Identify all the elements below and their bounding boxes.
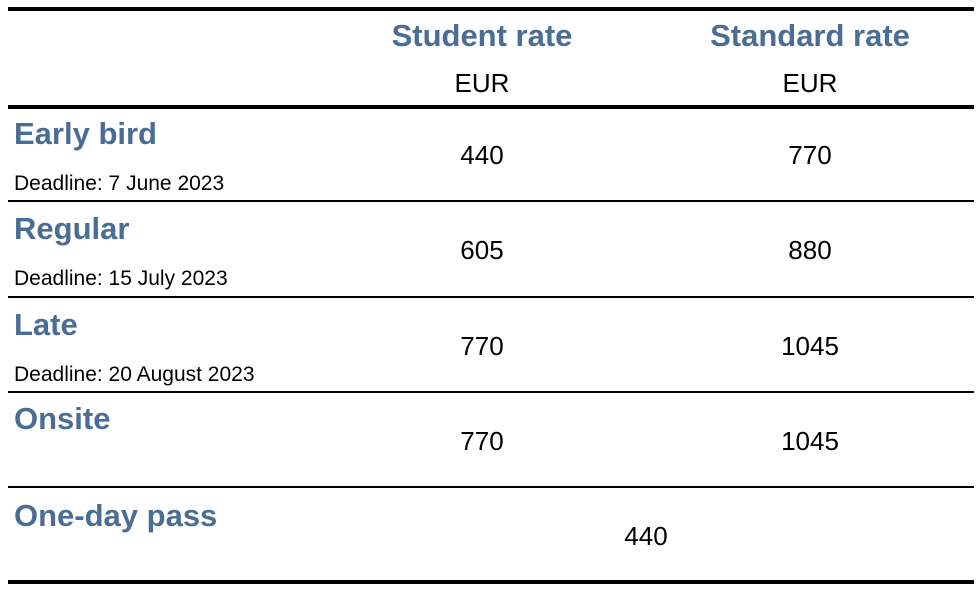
row-deadline: Deadline: 7 June 2023	[14, 172, 225, 195]
student-price: 440	[460, 140, 504, 170]
row-divider	[8, 200, 974, 202]
row-title: Early bird	[14, 116, 157, 151]
row-deadline: Deadline: 15 July 2023	[14, 267, 228, 290]
row-deadline: Deadline: 20 August 2023	[14, 363, 255, 386]
standard-price: 1045	[781, 331, 839, 361]
bottom-rule	[8, 580, 974, 584]
row-title: One-day pass	[14, 498, 218, 533]
row-divider	[8, 296, 974, 298]
standard-price: 1045	[781, 426, 839, 456]
student-rate-header: Student rate	[391, 18, 573, 53]
row-title: Regular	[14, 211, 130, 246]
student-price: 770	[460, 426, 504, 456]
standard-rate-unit: EUR	[782, 68, 838, 98]
standard-price: 880	[788, 235, 832, 265]
student-rate-unit: EUR	[454, 68, 510, 98]
one-day-pass-price: 440	[624, 521, 668, 551]
header-rule	[8, 105, 974, 109]
row-divider	[8, 486, 974, 488]
row-divider	[8, 391, 974, 393]
row-title: Onsite	[14, 401, 111, 436]
top-rule	[8, 7, 974, 11]
row-title: Late	[14, 307, 78, 342]
standard-rate-header: Standard rate	[710, 18, 910, 53]
student-price: 770	[460, 331, 504, 361]
student-price: 605	[460, 235, 504, 265]
standard-price: 770	[788, 140, 832, 170]
